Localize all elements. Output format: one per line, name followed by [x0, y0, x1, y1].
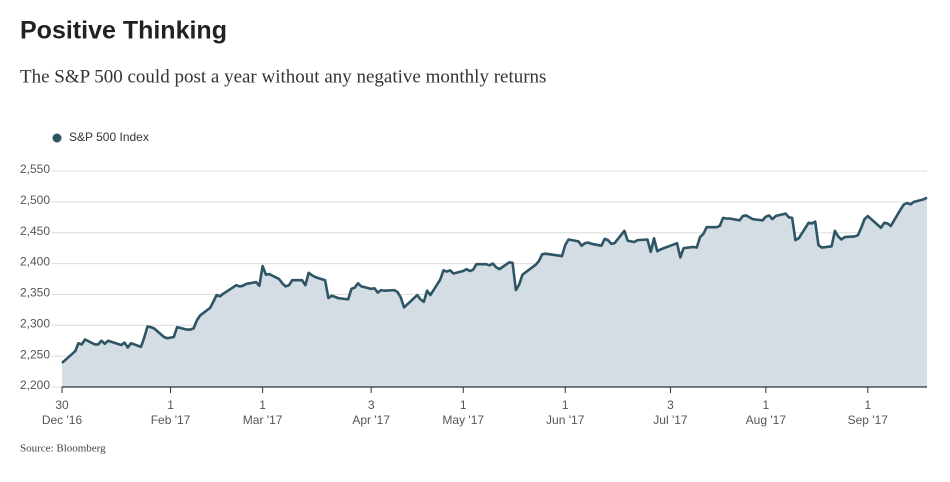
x-tick-label: Apr '17 — [352, 413, 390, 427]
chart-subtitle: The S&P 500 could post a year without an… — [20, 66, 546, 87]
x-tick-label: Mar '17 — [243, 413, 283, 427]
y-tick-label: 2,450 — [20, 224, 50, 238]
x-tick-label: 1 — [167, 398, 174, 412]
x-tick-label: 1 — [864, 398, 871, 412]
y-tick-label: 2,350 — [20, 286, 50, 300]
y-tick-label: 2,400 — [20, 255, 50, 269]
x-tick-label: Jul '17 — [653, 413, 688, 427]
y-tick-label: 2,250 — [20, 347, 50, 361]
y-tick-label: 2,300 — [20, 316, 50, 330]
x-tick-label: 1 — [562, 398, 569, 412]
legend-marker — [52, 133, 62, 143]
source: Source: Bloomberg — [20, 443, 106, 455]
x-tick-label: Dec '16 — [42, 413, 83, 427]
x-tick-label: 1 — [762, 398, 769, 412]
y-tick-label: 2,550 — [20, 162, 50, 176]
x-tick-label: 3 — [368, 398, 375, 412]
x-tick-label: Aug '17 — [746, 413, 787, 427]
chart-title: Positive Thinking — [20, 17, 227, 45]
x-tick-label: Feb '17 — [151, 413, 191, 427]
y-tick-label: 2,200 — [20, 378, 50, 392]
x-tick-label: Jun '17 — [546, 413, 585, 427]
legend-label: S&P 500 Index — [69, 130, 149, 144]
x-tick-label: 3 — [667, 398, 674, 412]
x-tick-label: 1 — [259, 398, 266, 412]
area — [62, 197, 927, 387]
x-tick-label: May '17 — [442, 413, 484, 427]
y-tick-label: 2,500 — [20, 193, 50, 207]
x-tick-label: 30 — [55, 398, 69, 412]
line — [61, 196, 928, 364]
x-tick-label: 1 — [460, 398, 467, 412]
x-tick-label: Sep '17 — [848, 413, 889, 427]
